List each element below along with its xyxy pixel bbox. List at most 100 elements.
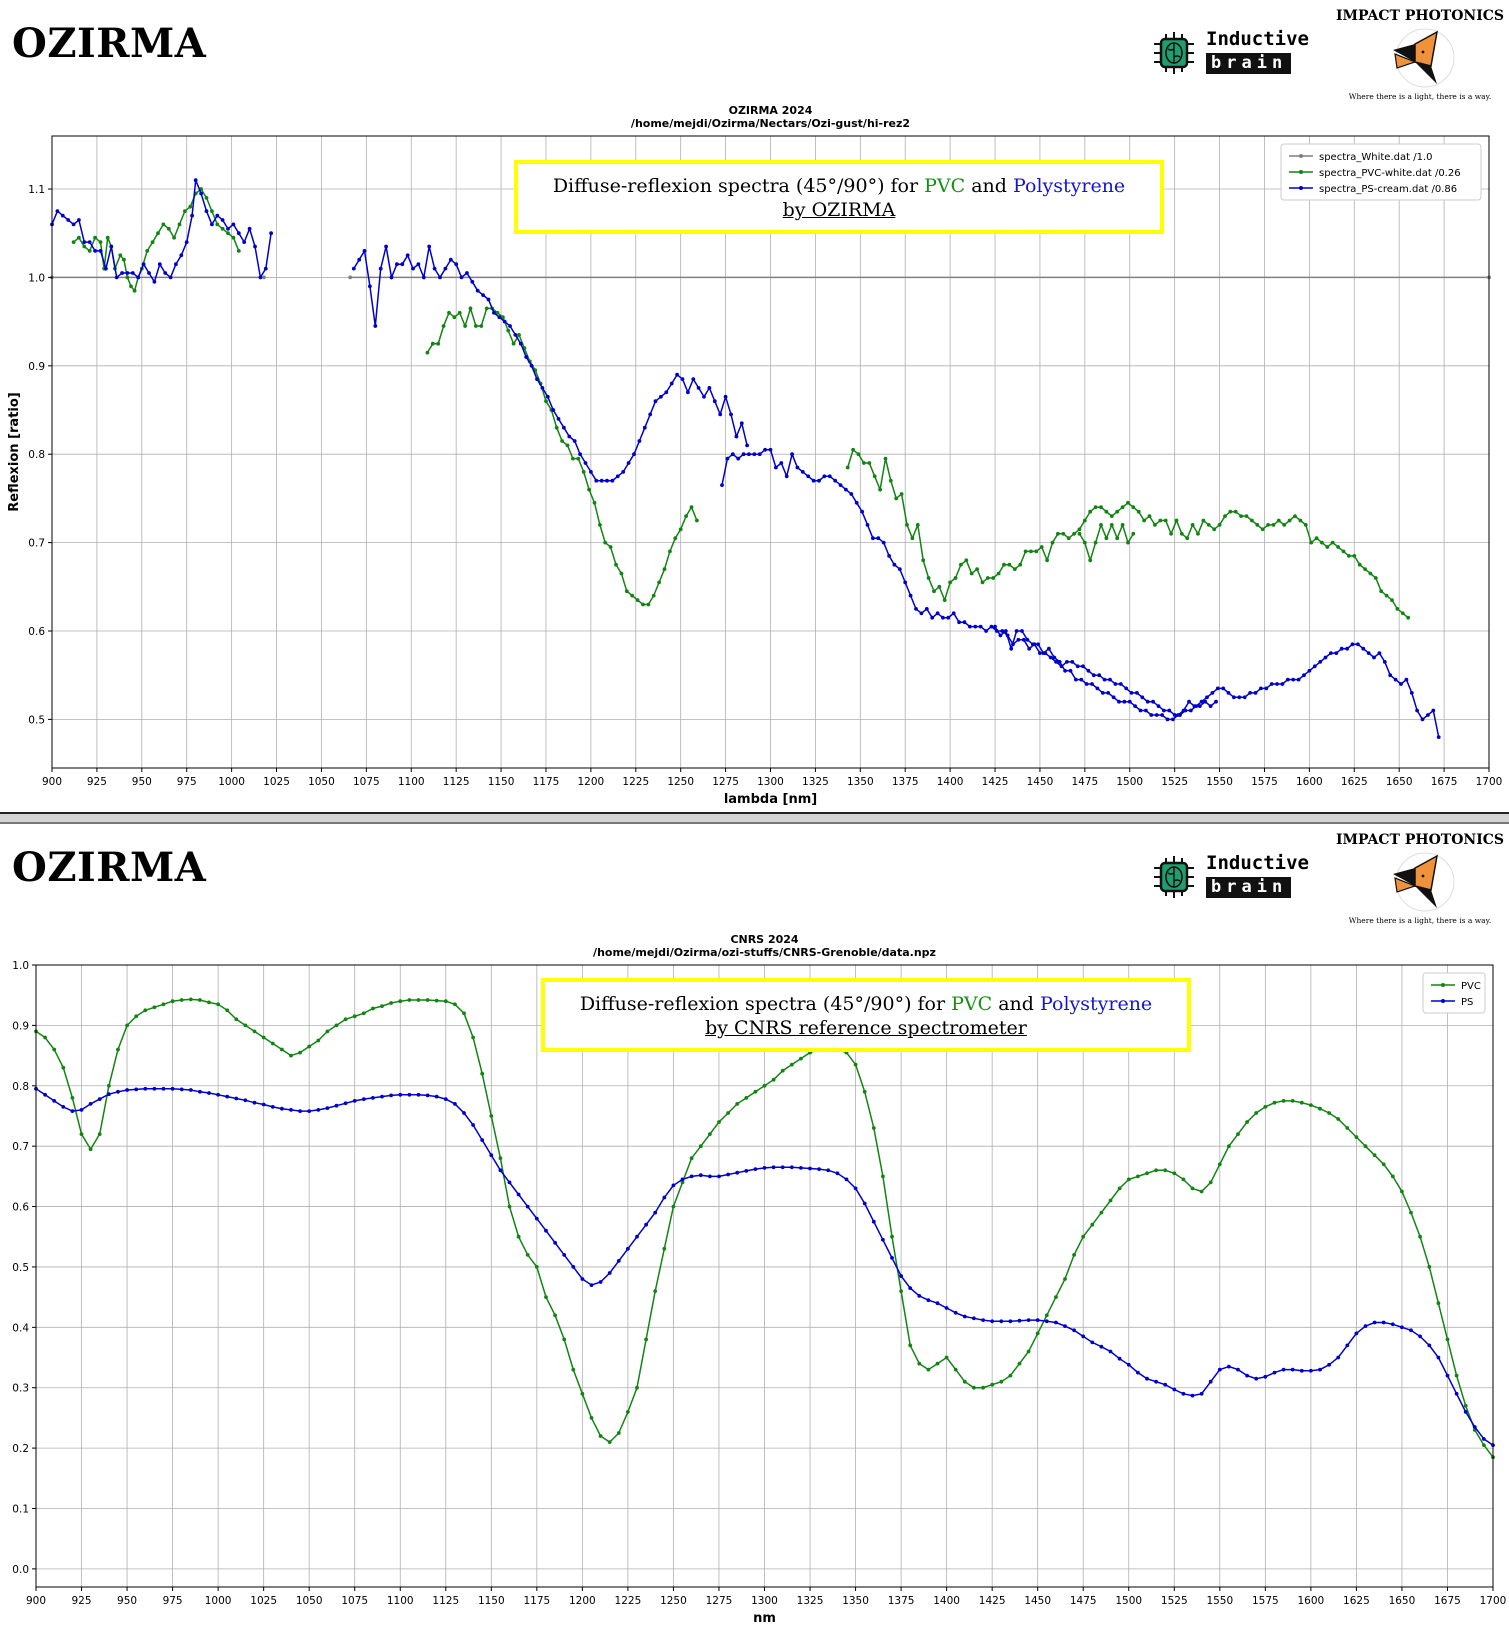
data-point [1314,536,1319,541]
data-point [1299,1100,1304,1105]
data-point [280,1047,284,1052]
data-point [1079,677,1084,682]
data-point [853,1062,858,1067]
data-point [188,204,193,209]
data-point [1145,1376,1149,1381]
data-point [616,1259,621,1263]
data-point [484,306,489,311]
data-point [1206,523,1211,527]
data-point [204,209,209,214]
data-point [498,1168,503,1173]
data-point [739,421,744,426]
data-point [231,235,236,240]
data-point [407,1092,412,1097]
data-point [1120,523,1125,527]
data-point [1154,1379,1158,1384]
x-tick-label: 1650 [1386,776,1413,788]
data-point [416,998,421,1002]
data-point [644,1337,648,1342]
data-point [1199,1391,1204,1396]
data-point [762,1166,767,1170]
data-point [580,1391,585,1396]
legend-marker [1441,983,1445,987]
data-point [993,624,997,629]
data-point [1330,540,1335,545]
data-point [581,470,586,474]
x-tick-label: 1400 [937,776,964,788]
inductive-text: Inductive [1206,852,1309,874]
data-point [1382,660,1387,664]
x-tick-label: 925 [72,1595,92,1607]
data-point [1138,708,1143,713]
data-point [1075,664,1080,669]
data-point [1354,1331,1359,1336]
data-point [253,244,257,249]
data-point [720,483,724,487]
data-point [921,558,926,563]
data-point [1111,695,1116,700]
data-point [1426,713,1430,717]
x-tick-label: 1675 [1431,776,1458,788]
data-point [899,1274,903,1278]
data-point [1336,1117,1341,1121]
data-point [1047,646,1051,651]
data-point [1415,708,1419,713]
data-point [680,1180,685,1185]
data-point [1345,1343,1350,1348]
data-point [150,240,155,245]
data-point [603,540,608,545]
series-2 [71,187,1411,620]
data-point [973,624,978,629]
x-tick-label: 900 [42,776,62,788]
x-tick-label: 1550 [1206,1595,1233,1607]
data-point [226,226,230,231]
data-point [448,257,453,262]
data-point [1008,1319,1013,1324]
data-point [441,324,446,328]
data-point [236,231,241,236]
data-point [190,213,195,218]
data-point [1436,735,1441,739]
y-tick-label: 0.2 [12,1443,29,1455]
data-point [70,1109,75,1113]
data-point [1318,1367,1322,1372]
data-point [1142,518,1146,523]
data-point [130,271,135,275]
data-point [524,355,529,359]
data-point [1081,1234,1086,1239]
data-point [888,478,893,483]
data-point [1188,708,1193,713]
data-point [79,1108,84,1112]
data-point [598,523,602,527]
data-point [917,1294,922,1298]
data-point [1153,523,1157,527]
data-point [1144,708,1148,713]
data-point [247,226,252,231]
data-point [887,554,891,558]
data-point [507,1180,512,1185]
data-point [915,523,920,527]
data-point [1400,1189,1404,1194]
data-point [1014,629,1019,633]
legend-marker [1441,999,1445,1003]
data-point [479,324,484,328]
x-tick-label: 1525 [1161,776,1188,788]
data-point [551,408,556,412]
data-point [1074,677,1078,682]
data-point [1404,677,1409,682]
data-point [1339,646,1344,651]
data-point [270,1105,275,1109]
data-point [1303,523,1308,527]
data-point [789,1062,794,1067]
data-point [125,271,130,275]
data-point [1174,518,1179,523]
annotation-ps: Polystyrene [1012,175,1126,197]
data-point [1372,1153,1377,1158]
data-point [1393,677,1398,682]
data-point [179,998,184,1002]
data-point [953,1367,958,1372]
data-point [892,562,897,567]
data-point [234,1096,239,1101]
data-point [242,240,247,245]
data-point [1263,1105,1268,1109]
